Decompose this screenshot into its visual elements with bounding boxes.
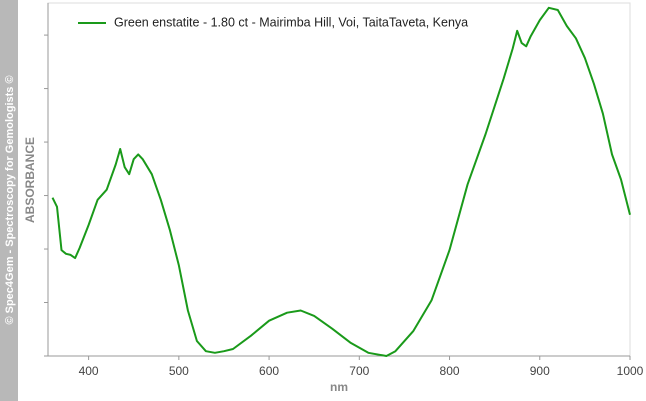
legend-label: Green enstatite - 1.80 ct - Mairimba Hil… <box>114 15 468 29</box>
x-tick-label: 600 <box>259 364 279 378</box>
x-axis-label: nm <box>330 380 348 394</box>
x-tick-label: 700 <box>349 364 369 378</box>
x-tick-label: 1000 <box>617 364 644 378</box>
copyright: © Spec4Gem - Spectroscopy for Gemologist… <box>4 75 16 324</box>
x-tick-label: 800 <box>440 364 460 378</box>
y-axis-label: ABSORBANCE <box>23 137 37 223</box>
side-bar <box>0 0 18 401</box>
x-tick-label: 500 <box>169 364 189 378</box>
x-tick-label: 900 <box>530 364 550 378</box>
x-tick-label: 400 <box>79 364 99 378</box>
spectrum-line <box>51 6 631 357</box>
plot-frame <box>47 2 631 357</box>
